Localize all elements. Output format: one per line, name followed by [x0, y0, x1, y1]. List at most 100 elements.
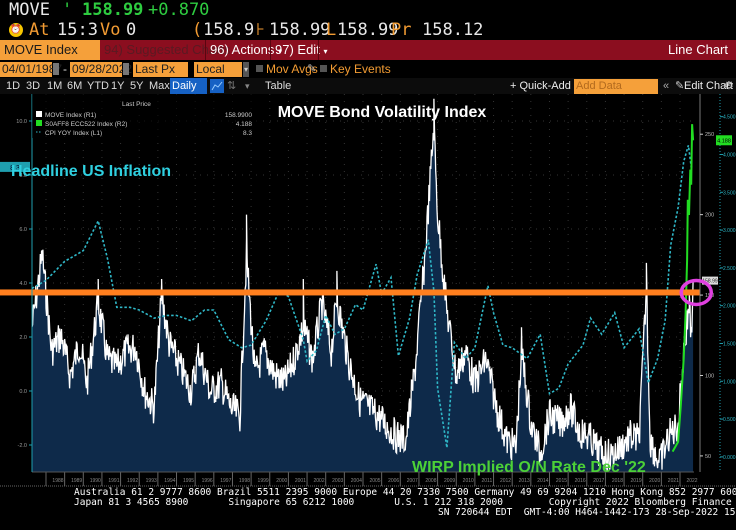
footer-session: SN 720644 EDT GMT-4:00 H464-1442-173 28-… — [438, 507, 736, 518]
x-tick-label: 1990 — [90, 478, 101, 484]
x-tick-label: 2015 — [556, 478, 567, 484]
x-tick-label: 1999 — [258, 478, 269, 484]
price-field-select[interactable]: Last Px — [133, 62, 188, 77]
table-button[interactable]: Table — [265, 80, 292, 92]
x-tick-label: 1991 — [108, 478, 119, 484]
mov-avgs-label: Mov Avgs — [266, 62, 318, 76]
x-tick-label: 2016 — [575, 478, 586, 484]
security-field[interactable]: MOVE Index — [0, 40, 100, 60]
net-change: +0.870 — [148, 0, 210, 20]
start-date-field[interactable]: 04/01/1987 — [0, 62, 63, 77]
period-5y[interactable]: 5Y — [130, 80, 144, 92]
pencil-icon: ✎ — [675, 80, 685, 92]
tick-direction: ' — [62, 0, 73, 20]
collapse-button[interactable]: « — [663, 80, 670, 92]
actions-menu[interactable]: 96) Actions ▾ — [210, 40, 282, 60]
period-1m[interactable]: 1M — [47, 80, 63, 92]
x-tick-label: 2001 — [295, 478, 306, 484]
move-area-fill — [32, 98, 694, 473]
legend-name-move: MOVE Index (R1) — [45, 112, 96, 119]
key-events-checkbox[interactable] — [320, 65, 327, 72]
legend-header: Last Price — [122, 101, 151, 108]
line-chart-icon[interactable] — [210, 79, 224, 93]
right-tick-label: 0.000 — [723, 455, 736, 461]
legend-swatch-move — [36, 111, 42, 117]
quote-details: ⏰ At 15:3 Vo 0 ( 158.9 ⊦ 158.99 L 158.99… — [0, 20, 736, 40]
open-label: ( — [192, 20, 203, 40]
x-tick-label: 2009 — [444, 478, 455, 484]
right-tick-label: 1.000 — [723, 379, 736, 385]
right-last-badge — [716, 135, 732, 146]
legend-name-wirp: S0AFF8 ECC522 Index (R2) — [45, 121, 127, 128]
x-tick-label: 2007 — [407, 478, 418, 484]
x-tick-label: 2005 — [369, 478, 380, 484]
x-tick-label: 1996 — [202, 478, 213, 484]
period-ytd[interactable]: YTD — [87, 80, 109, 92]
x-tick-label: 2008 — [425, 478, 436, 484]
move-line — [31, 98, 694, 472]
x-tick-label: 1994 — [164, 478, 175, 484]
prev-label: Pr — [391, 20, 412, 40]
left-tick-label: 4.0 — [19, 281, 27, 287]
calendar-icon[interactable] — [123, 63, 129, 75]
caret-down-icon[interactable]: ▾ — [245, 81, 250, 91]
currency-select[interactable]: Local CCY — [194, 62, 242, 91]
period-max[interactable]: Max — [149, 80, 170, 92]
edit-menu[interactable]: 97) Edit ▾ — [275, 40, 327, 60]
caret-down-icon: ▾ — [277, 47, 282, 56]
x-tick-label: 1995 — [183, 478, 194, 484]
cpi-line — [31, 145, 694, 448]
suggested-charts-button[interactable]: 94) Suggested Charts — [104, 42, 231, 57]
period-6m[interactable]: 6M — [67, 80, 83, 92]
right-tick-label: 3.500 — [723, 190, 736, 196]
x-tick-label: 2014 — [537, 478, 548, 484]
mid-tick-label: 50 — [705, 454, 711, 460]
key-events-label: Key Events — [330, 62, 391, 76]
chart-area[interactable]: 1988 1989 1990 1991 1992 1993 1994 1995 1996 1997… — [0, 94, 736, 490]
right-tick-label: 1.500 — [723, 341, 736, 347]
x-tick-label: 2000 — [276, 478, 287, 484]
x-tick-label: 2004 — [351, 478, 362, 484]
move-series — [31, 98, 694, 472]
left-last-value: 8.3 — [10, 165, 20, 172]
right-tick-label: 2.000 — [723, 304, 736, 310]
quick-add-button[interactable]: + Quick-Add ▾ — [510, 78, 578, 95]
edit-chart-button[interactable]: Edit Chart — [684, 80, 733, 92]
end-date-field[interactable]: 09/28/2022 — [70, 62, 133, 77]
x-tick-label: 2012 — [500, 478, 511, 484]
period-1y[interactable]: 1Y — [111, 80, 125, 92]
add-data-input[interactable]: Add Data — [574, 79, 658, 94]
actions-label: 96) Actions — [210, 42, 275, 57]
legend-value-wirp: 4.188 — [236, 121, 253, 128]
x-tick-label: 2017 — [593, 478, 604, 484]
frequency-select[interactable]: Daily ▼ — [170, 78, 207, 107]
mid-last-badge — [702, 276, 718, 285]
mov-avgs-checkbox[interactable] — [256, 65, 263, 72]
pencil-icon[interactable]: ✎ — [307, 63, 317, 75]
menu-bar: MOVE Index 94) Suggested Charts 96) Acti… — [0, 40, 736, 60]
annotation-inflation: Headline US Inflation — [11, 163, 171, 180]
x-tick-label: 2018 — [612, 478, 623, 484]
caret-down-icon[interactable]: ▾ — [243, 62, 249, 77]
alert-bell-icon[interactable]: ⏰ — [9, 23, 23, 37]
left-tick-label: 10.0 — [16, 119, 27, 125]
right-tick-label: 2.500 — [723, 266, 736, 272]
gear-icon[interactable]: ⚙ — [724, 80, 734, 92]
legend-swatch-wirp — [36, 120, 42, 126]
annotation-wirp: WIRP Implied O/N Rate Dec '22 — [412, 459, 646, 476]
right-tick-label: 4.000 — [723, 152, 736, 158]
left-last-badge — [0, 161, 30, 172]
right-tick-label: 3.000 — [723, 228, 736, 234]
cpi-series — [31, 145, 694, 448]
legend: Last Price MOVE Index (R1) 158.9900 S0AF… — [32, 94, 260, 138]
period-1d[interactable]: 1D — [6, 80, 21, 92]
chart-title: MOVE Bond Volatility Index — [278, 104, 487, 121]
calendar-icon[interactable] — [53, 63, 59, 75]
sort-icon[interactable]: ⇅ — [227, 80, 237, 92]
period-3d[interactable]: 3D — [26, 80, 41, 92]
left-tick-label: 0.0 — [19, 389, 27, 395]
wirp-series — [671, 124, 695, 453]
quote-header: MOVE ' 158.99 +0.870 — [0, 0, 736, 20]
right-last-value: 4.188 — [717, 138, 731, 144]
open-value: 158.9 — [203, 20, 255, 40]
